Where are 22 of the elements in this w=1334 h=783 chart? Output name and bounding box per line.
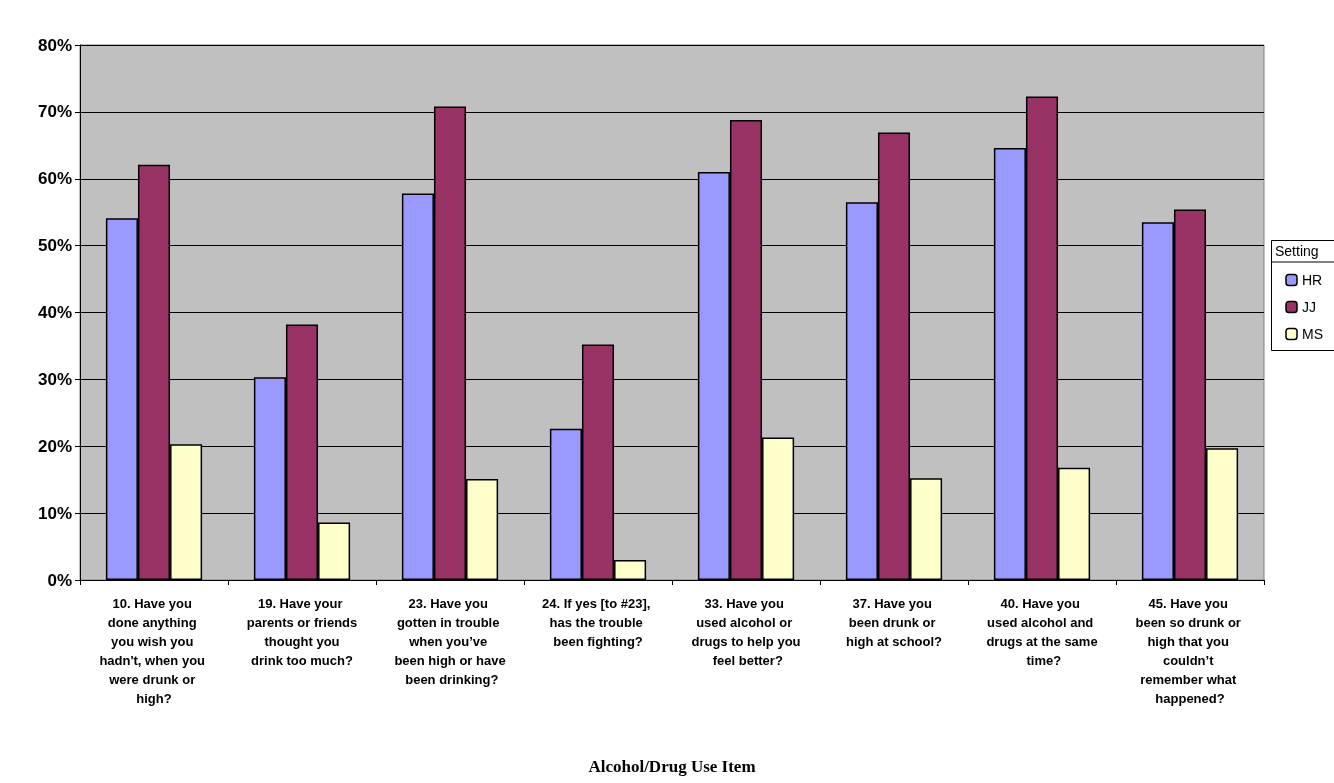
y-tick-label: 50% xyxy=(37,236,72,256)
y-tick-label: 10% xyxy=(37,503,72,523)
y-tick-label: 30% xyxy=(37,369,72,389)
y-tick-label: 70% xyxy=(37,102,72,122)
legend-label: JJ xyxy=(1302,299,1316,315)
y-tick-label: 80% xyxy=(37,35,72,55)
x-tick-label: 23. Have you gotten in trouble when you’ve been high or have been drinking? xyxy=(394,596,506,687)
x-tick-label: 37. Have you been drunk or high at school? xyxy=(845,596,943,649)
legend-label: HR xyxy=(1302,272,1323,288)
x-tick-label: 24. If yes [to #23], has the trouble been fighting? xyxy=(542,596,654,649)
y-tick-label: 40% xyxy=(37,303,72,322)
x-tick-label: 19. Have your parents or friends thought you drink too much? xyxy=(246,596,358,668)
legend-label: MS xyxy=(1302,326,1323,342)
x-tick-label: 33. Have you used alcohol or drugs to help you feel better? xyxy=(691,596,801,668)
y-tick-label: 0% xyxy=(47,570,72,590)
y-tick-label: 20% xyxy=(37,436,72,456)
legend-title: Setting xyxy=(1275,243,1319,259)
x-tick-label: 45. Have you been so drunk or high that you couldn’t remember what happened? xyxy=(1135,596,1245,706)
x-tick-label: 40. Have you used alcohol and drugs at the same time? xyxy=(986,596,1098,668)
x-tick-label: 10. Have you done anything you wish you hadn't, when you were drunk or high? xyxy=(99,596,209,706)
x-axis-title: Alcohol/Drug Use Item xyxy=(588,757,756,776)
y-tick-label: 60% xyxy=(37,169,72,189)
